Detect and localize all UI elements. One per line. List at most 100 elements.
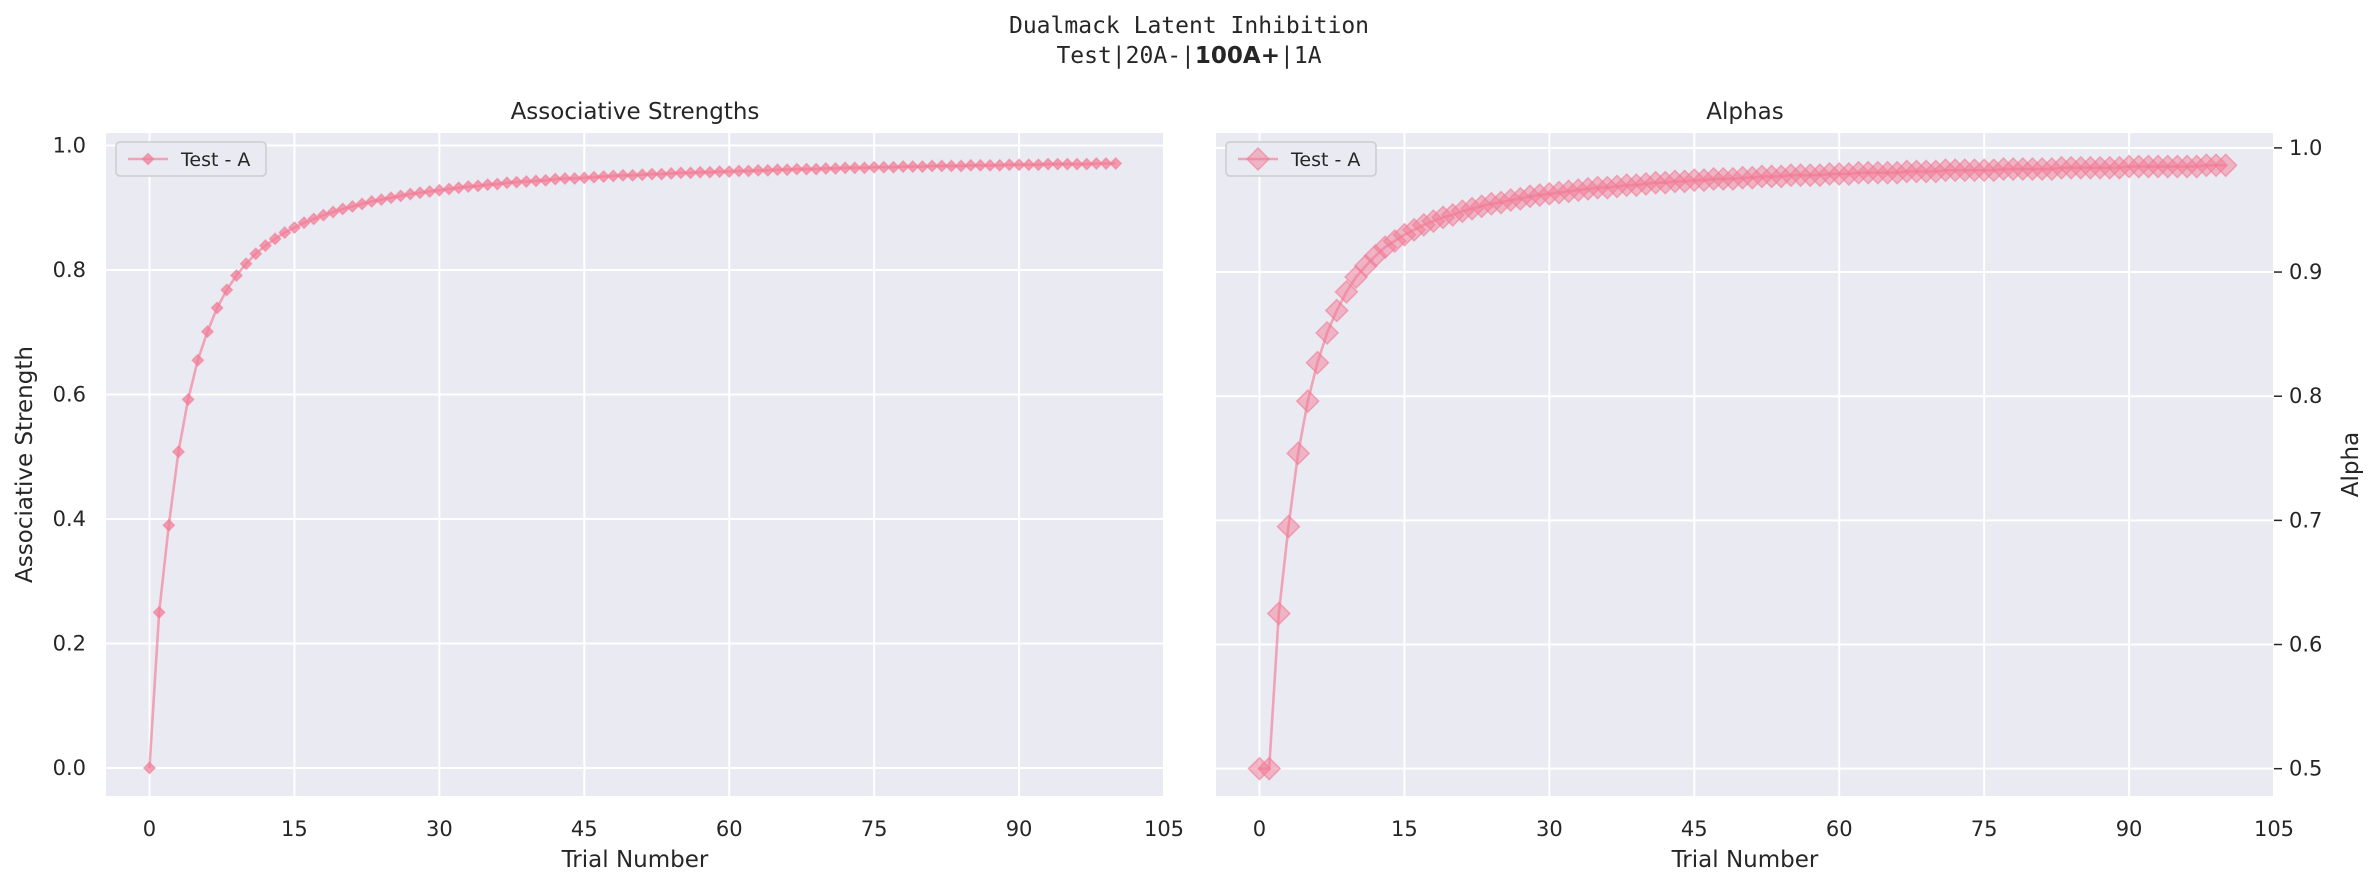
data-point	[693, 165, 707, 179]
x-tick-label: 75	[861, 817, 888, 841]
data-point	[452, 181, 466, 195]
data-point	[1041, 157, 1055, 171]
y-axis-label: Associative Strength	[12, 346, 38, 583]
y-axis-label: Alpha	[2338, 432, 2364, 497]
data-point	[2213, 153, 2238, 178]
x-tick-label: 15	[1391, 817, 1418, 841]
x-tick-label: 30	[1536, 817, 1563, 841]
data-point	[896, 160, 910, 174]
data-point	[973, 158, 987, 172]
data-point	[1305, 350, 1330, 375]
data-point	[954, 159, 968, 173]
data-point	[983, 158, 997, 172]
data-point	[935, 159, 949, 173]
y-tick-label: 0.6	[53, 382, 86, 406]
data-point	[664, 166, 678, 181]
data-point	[461, 179, 475, 194]
data-point	[210, 301, 224, 315]
legend-box	[1225, 141, 1377, 177]
data-point	[712, 165, 727, 179]
data-point	[307, 212, 321, 226]
data-point	[993, 158, 1007, 172]
data-point	[790, 162, 804, 176]
suptitle-bold: 100A+	[1195, 43, 1280, 69]
y-tick-label: 0.7	[2289, 508, 2322, 532]
data-point	[799, 162, 814, 176]
data-point	[297, 216, 311, 230]
data-point	[181, 392, 195, 407]
data-point	[761, 163, 775, 177]
legend-label: Test - A	[1290, 149, 1360, 171]
data-point	[500, 176, 514, 190]
data-point	[355, 197, 369, 211]
x-tick-label: 30	[426, 817, 453, 841]
x-tick-label: 90	[2116, 817, 2143, 841]
suptitle-prefix: Test|20A-|	[1056, 43, 1194, 69]
data-point	[635, 168, 649, 182]
associative-strengths-chart: Associative Strengths 0 15 30 45 60 75 90 105 Tri…	[12, 99, 1184, 873]
data-point	[1031, 158, 1045, 172]
data-point	[1099, 156, 1113, 171]
x-tick-label: 15	[281, 817, 308, 841]
y-tick-label: 0.5	[2289, 757, 2322, 781]
y-tick-label: 0.8	[53, 258, 86, 282]
data-point	[490, 177, 504, 191]
data-point	[481, 178, 495, 192]
legend-label: Test - A	[180, 149, 250, 171]
data-point	[162, 518, 176, 532]
data-point	[1051, 157, 1065, 171]
y-tick-label: 0.8	[2289, 384, 2322, 408]
data-point	[548, 172, 562, 186]
data-point	[886, 160, 901, 174]
data-point	[741, 164, 756, 178]
data-point	[587, 170, 601, 184]
data-point	[848, 161, 862, 175]
legend-marker	[141, 152, 155, 166]
data-point	[471, 179, 485, 193]
chart-title: Associative Strengths	[511, 99, 760, 125]
x-tick-label: 105	[1144, 817, 1184, 841]
x-axis-label: Trial Number	[561, 847, 709, 873]
data-point	[403, 187, 417, 201]
data-point	[249, 247, 263, 261]
figure-suptitle-line2: Test|20A-|100A+|1A	[1056, 43, 1321, 69]
data-point	[1324, 298, 1349, 323]
data-point	[1257, 756, 1282, 781]
data-point	[645, 167, 659, 181]
data-point	[220, 283, 234, 297]
data-point	[287, 221, 301, 235]
data-point	[1002, 158, 1016, 172]
alphas-chart: Alphas 0 15 30 45 60 75 90 105 Trial Number 0.5 0.6…	[1216, 99, 2364, 873]
data-point	[529, 174, 543, 188]
data-point	[258, 239, 272, 253]
legend-box	[115, 141, 267, 177]
data-point	[278, 226, 292, 240]
x-tick-label: 0	[143, 817, 156, 841]
data-point	[944, 159, 958, 173]
data-point	[915, 160, 930, 174]
data-point	[1276, 514, 1301, 539]
data-point	[316, 208, 330, 222]
data-point	[674, 166, 688, 180]
data-point	[558, 171, 572, 186]
data-point	[336, 202, 350, 216]
data-point	[1060, 157, 1074, 171]
data-point	[770, 163, 785, 177]
data-point	[925, 159, 939, 173]
y-tick-label: 0.2	[53, 631, 86, 655]
data-point	[1022, 158, 1036, 172]
data-point	[1012, 158, 1026, 172]
x-tick-label: 45	[1681, 817, 1708, 841]
data-point	[1089, 156, 1103, 171]
figure-suptitle-line1: Dualmack Latent Inhibition	[1009, 13, 1369, 39]
data-point	[577, 171, 591, 185]
data-point	[152, 605, 166, 619]
data-point	[751, 163, 765, 177]
data-point	[413, 186, 427, 200]
data-point	[442, 182, 456, 196]
x-tick-label: 90	[1006, 817, 1033, 841]
data-point	[1295, 389, 1320, 414]
data-point	[432, 183, 446, 197]
data-point	[828, 161, 843, 176]
x-tick-label: 60	[716, 817, 743, 841]
